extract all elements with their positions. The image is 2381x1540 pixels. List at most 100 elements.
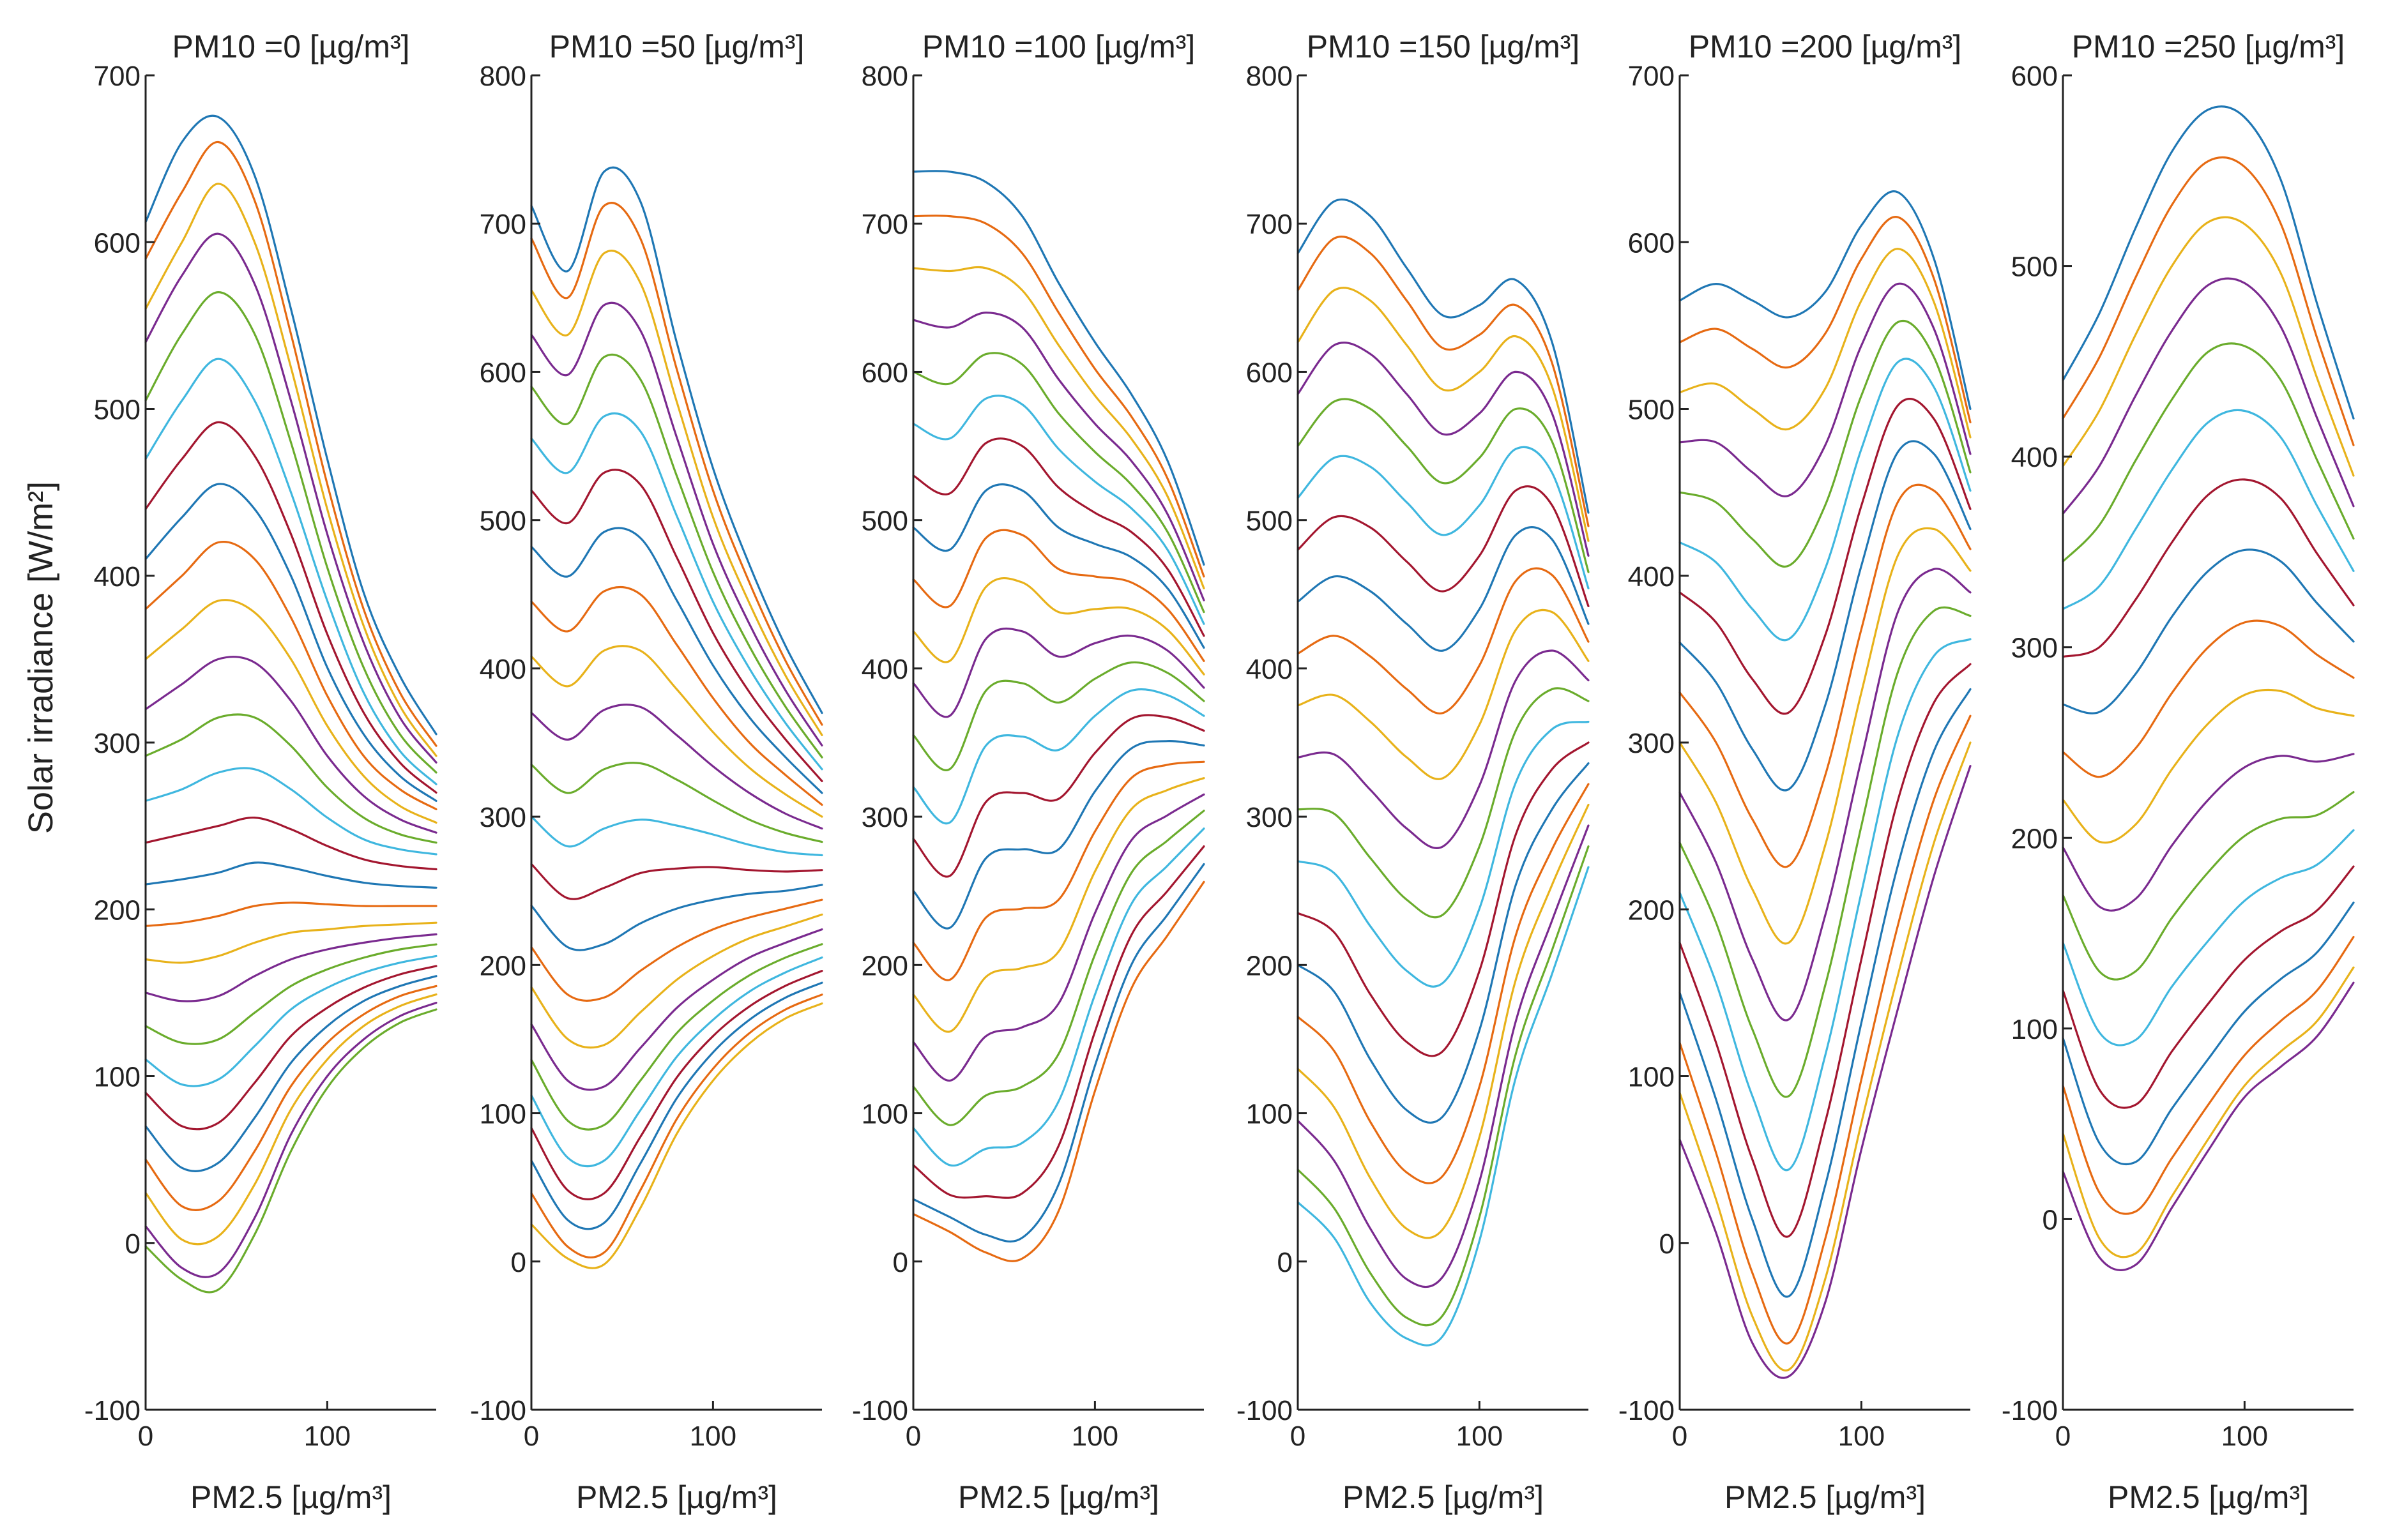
- y-tick-label: -100: [1236, 1395, 1293, 1426]
- series-line-s13: [144, 767, 437, 856]
- series-line-s15: [530, 884, 823, 951]
- y-tick-label: 800: [480, 61, 526, 92]
- series-line-s13: [530, 815, 823, 857]
- series-line-s7: [912, 437, 1205, 637]
- series-line-s9: [2062, 619, 2355, 778]
- panel-title: PM10 =200 [µg/m³]: [1689, 29, 1962, 64]
- y-tick-label: 500: [1246, 506, 1293, 537]
- series-group: [912, 170, 1205, 1262]
- x-tick-label: 100: [1072, 1421, 1118, 1452]
- series-group: [1297, 198, 1590, 1347]
- x-tick-label: 100: [690, 1421, 736, 1452]
- series-line-s24: [530, 1002, 823, 1269]
- series-line-s3: [912, 266, 1205, 590]
- y-tick-label: 600: [862, 357, 908, 388]
- series-line-s3: [2062, 216, 2355, 477]
- series-line-s18: [2062, 981, 2355, 1272]
- y-tick-label: 700: [1628, 61, 1675, 92]
- y-tick-label: 400: [94, 561, 141, 593]
- y-tick-label: 800: [862, 61, 908, 92]
- y-tick-label: 300: [94, 728, 141, 759]
- y-tick-label: 300: [2011, 633, 2058, 664]
- series-line-s14: [912, 714, 1205, 878]
- y-tick-label: 0: [2042, 1204, 2058, 1235]
- y-tick-label: 200: [94, 895, 141, 926]
- series-line-s1: [144, 114, 437, 736]
- y-tick-label: 0: [1277, 1247, 1293, 1278]
- series-line-s12: [530, 762, 823, 843]
- series-line-s7: [530, 469, 823, 782]
- y-tick-label: 700: [480, 209, 526, 240]
- y-tick-label: 400: [2011, 442, 2058, 473]
- series-line-s3: [1297, 287, 1590, 542]
- y-tick-label: 100: [1628, 1062, 1675, 1093]
- series-line-s12: [1297, 687, 1590, 919]
- y-tick-label: 300: [1628, 728, 1675, 759]
- y-tick-label: 800: [1246, 61, 1293, 92]
- series-line-s9: [1297, 567, 1590, 715]
- series-line-s9: [1678, 483, 1972, 868]
- series-line-s1: [1678, 190, 1972, 411]
- series-line-s17: [912, 777, 1205, 1033]
- series-line-s26: [144, 1008, 437, 1294]
- series-line-s6: [912, 395, 1205, 625]
- series-line-s6: [144, 358, 437, 785]
- series-line-s13: [912, 688, 1205, 825]
- series-line-s2: [912, 215, 1205, 578]
- y-tick-label: 300: [1246, 802, 1293, 833]
- panel-title: PM10 =100 [µg/m³]: [922, 29, 1196, 64]
- y-tick-label: 200: [1628, 895, 1675, 926]
- series-line-s3: [144, 183, 437, 757]
- y-tick-label: 700: [862, 209, 908, 240]
- series-line-s15: [2062, 902, 2355, 1166]
- panel-title: PM10 =150 [µg/m³]: [1307, 29, 1580, 64]
- y-tick-label: 0: [893, 1247, 908, 1278]
- series-line-s17: [1678, 741, 1972, 1372]
- series-line-s2: [1297, 235, 1590, 527]
- series-line-s12: [912, 661, 1205, 771]
- series-line-s9: [530, 586, 823, 806]
- series-line-s11: [1678, 568, 1972, 1022]
- y-tick-label: 500: [2011, 252, 2058, 283]
- series-line-s22: [530, 981, 823, 1230]
- y-tick-label: 600: [1628, 227, 1675, 259]
- x-tick-label: 100: [304, 1421, 351, 1452]
- y-tick-label: 600: [94, 227, 141, 259]
- series-line-s5: [1678, 320, 1972, 568]
- y-tick-label: 400: [862, 654, 908, 685]
- y-tick-label: -100: [2002, 1395, 2058, 1426]
- series-line-s12: [1678, 606, 1972, 1098]
- y-tick-label: 600: [1246, 357, 1293, 388]
- series-line-s15: [144, 861, 437, 889]
- series-line-s11: [912, 627, 1205, 718]
- y-tick-label: 500: [94, 395, 141, 426]
- series-line-s15: [912, 740, 1205, 930]
- series-line-s8: [1297, 526, 1590, 652]
- series-line-s8: [912, 483, 1205, 649]
- series-group: [144, 114, 437, 1294]
- series-line-s2: [144, 140, 437, 747]
- series-line-s18: [1297, 824, 1590, 1288]
- series-group: [530, 166, 823, 1269]
- series-line-s19: [530, 943, 823, 1131]
- series-line-s6: [530, 412, 823, 771]
- x-tick-label: 0: [138, 1421, 153, 1452]
- series-line-s13: [1678, 638, 1972, 1172]
- series-group: [2062, 105, 2355, 1272]
- y-tick-label: 200: [2011, 823, 2058, 854]
- series-line-s11: [144, 656, 437, 834]
- series-line-s5: [912, 352, 1205, 614]
- y-tick-label: 500: [480, 506, 526, 537]
- x-tick-label: 0: [1290, 1421, 1305, 1452]
- y-tick-label: 500: [1628, 395, 1675, 426]
- series-line-s19: [1297, 845, 1590, 1327]
- series-line-s14: [530, 863, 823, 900]
- series-line-s11: [2062, 753, 2355, 912]
- series-line-s4: [144, 232, 437, 764]
- series-line-s10: [2062, 688, 2355, 844]
- y-tick-label: 100: [1246, 1099, 1293, 1130]
- series-line-s5: [2062, 342, 2355, 562]
- series-line-s4: [530, 301, 823, 747]
